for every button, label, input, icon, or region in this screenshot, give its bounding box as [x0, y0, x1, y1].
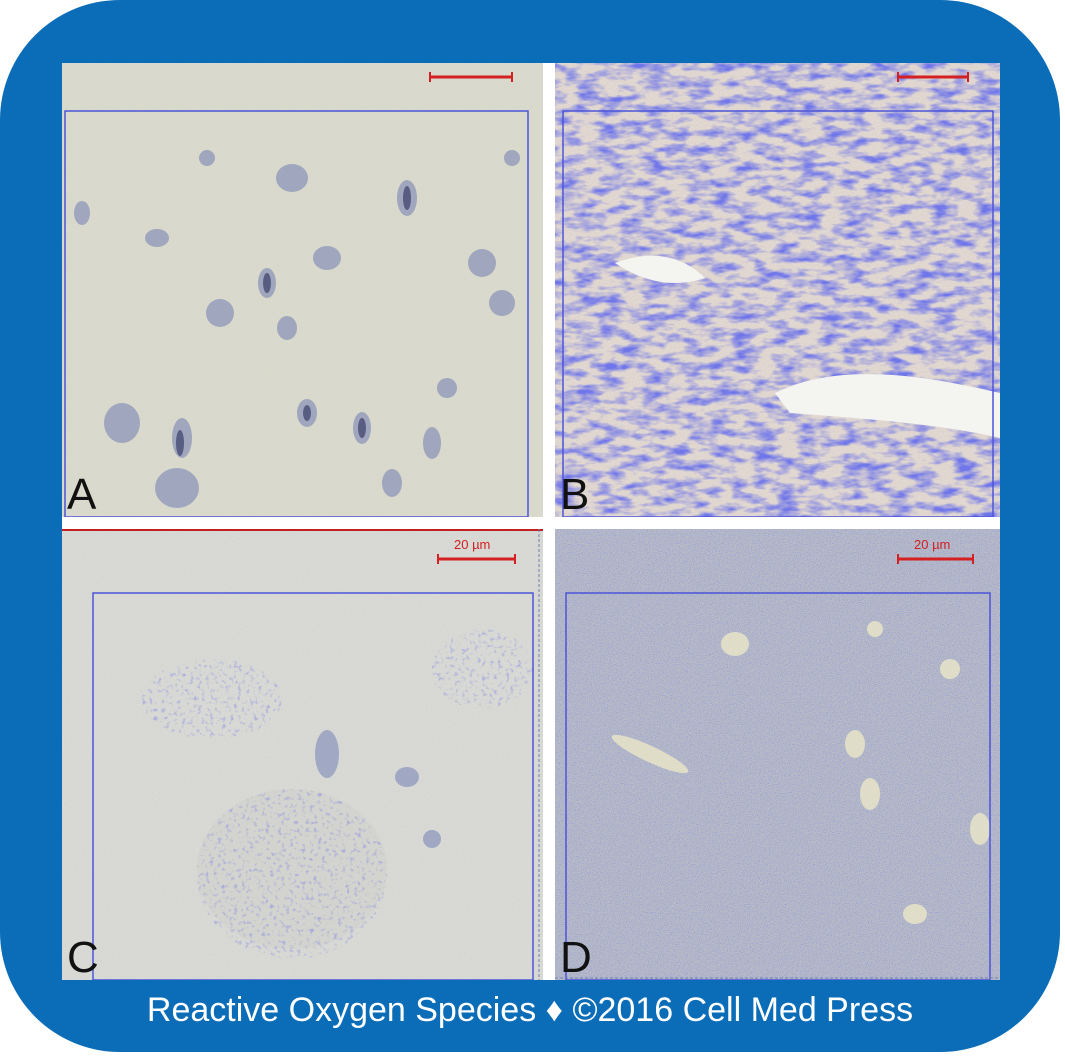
- micrograph-b-image: [555, 63, 1000, 517]
- panel-label-c: C: [67, 933, 99, 980]
- micrograph-grid: A B: [62, 63, 1000, 980]
- scale-bar-label-d: 20 µm: [914, 537, 951, 552]
- micrograph-a-image: [62, 63, 543, 517]
- micrograph-d-image: [555, 529, 1000, 980]
- micrograph-panel-c: 20 µm C: [62, 529, 543, 980]
- panel-label-d: D: [560, 933, 592, 980]
- micrograph-c-image: [62, 529, 543, 980]
- micrograph-panel-a: A: [62, 63, 543, 517]
- micrograph-panel-d: 20 µm D: [555, 529, 1000, 980]
- figure-caption: Reactive Oxygen Species ♦ ©2016 Cell Med…: [146, 991, 914, 1029]
- micrograph-panel-b: B: [555, 63, 1000, 517]
- panel-label-b: B: [560, 470, 589, 517]
- panel-label-a: A: [67, 470, 96, 517]
- scale-bar-label-c: 20 µm: [454, 537, 491, 552]
